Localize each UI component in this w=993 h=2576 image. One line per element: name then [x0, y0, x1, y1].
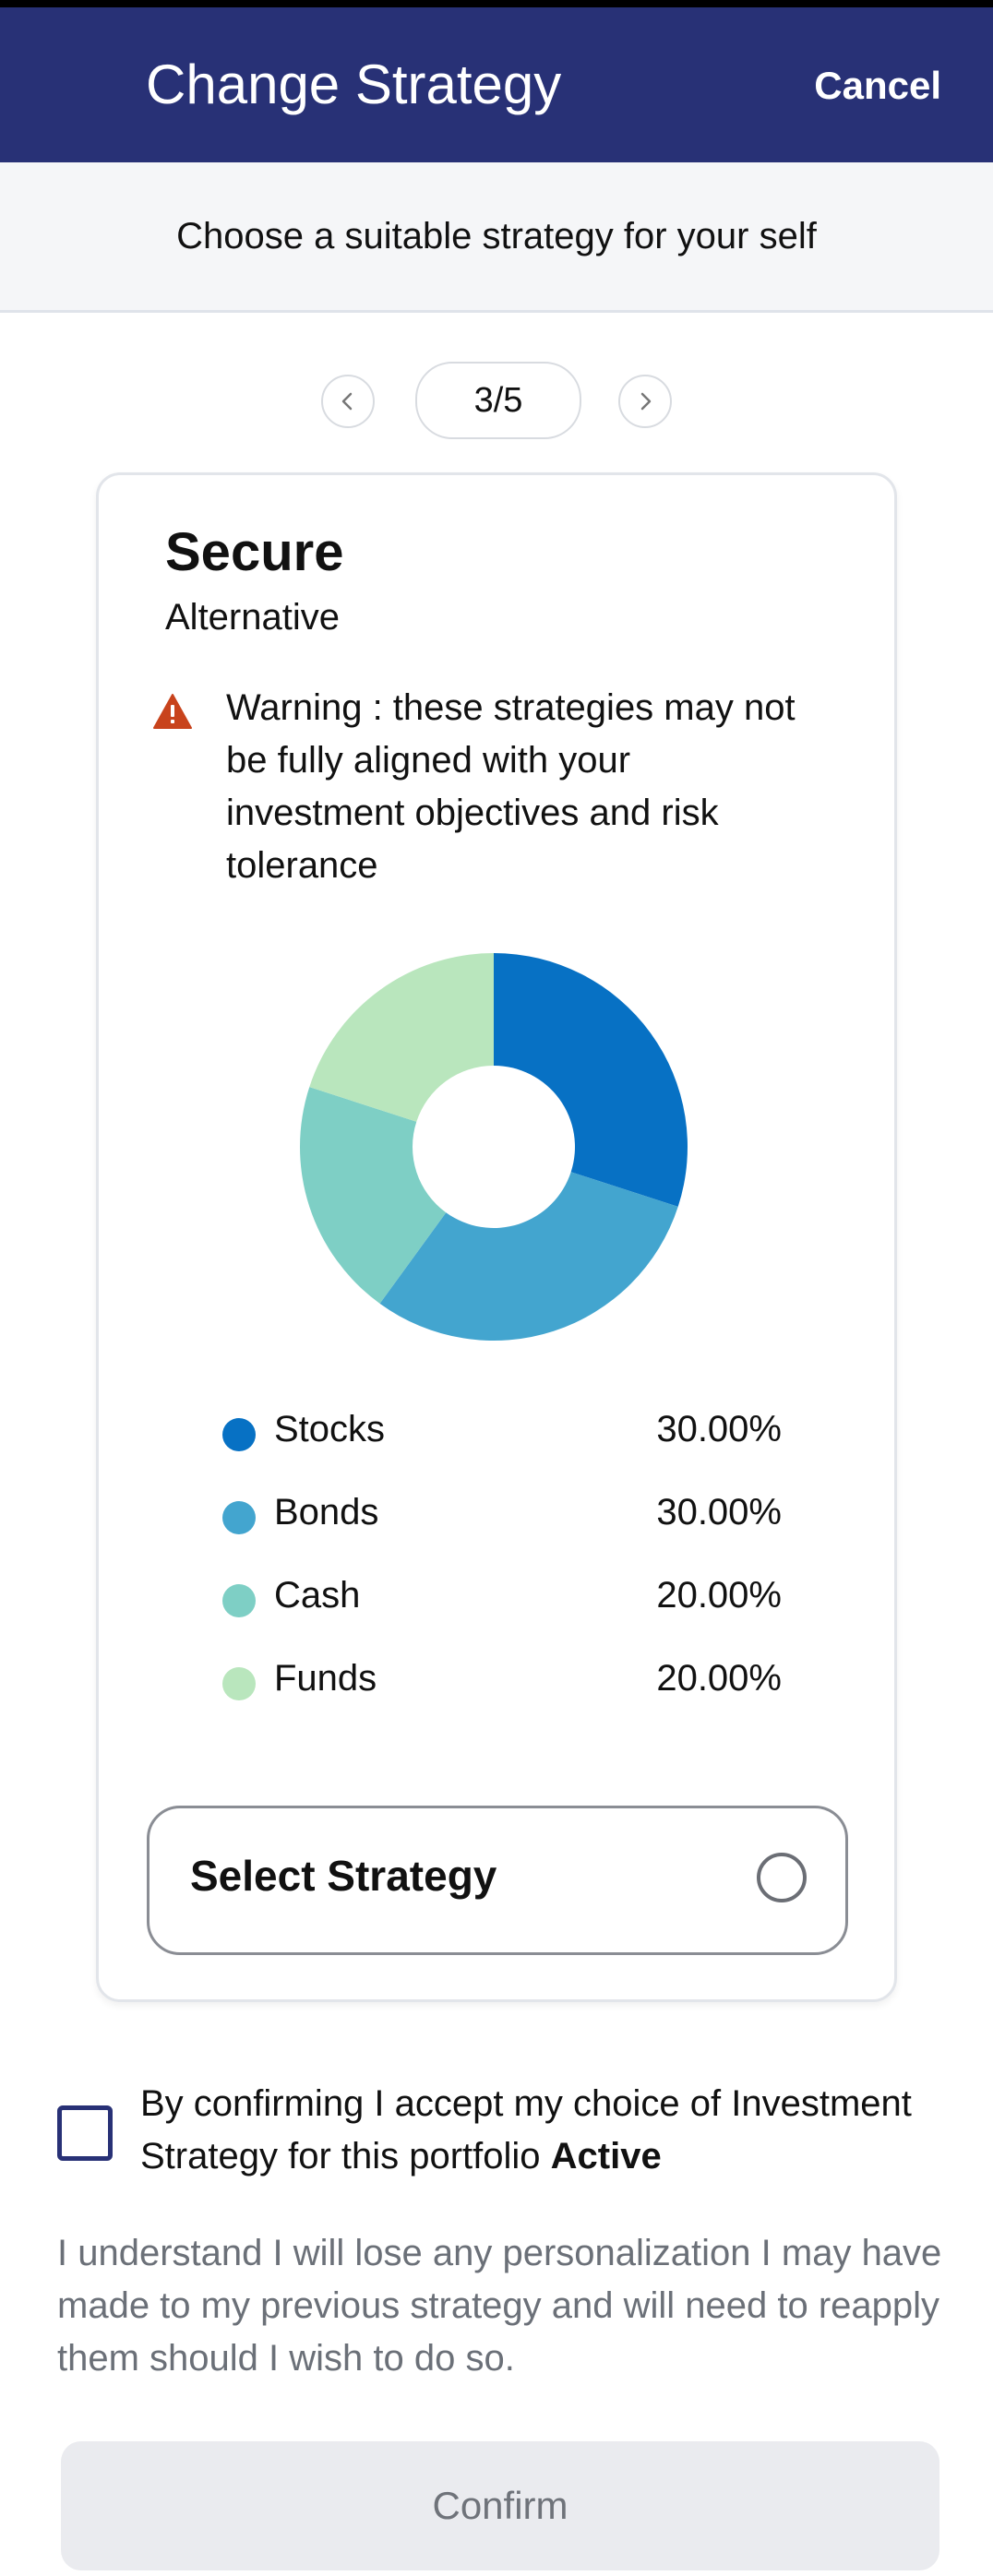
legend-value: 20.00%	[656, 1575, 782, 1616]
legend-label: Cash	[274, 1575, 361, 1616]
confirm-text: By confirming I accept my choice of Inve…	[140, 2083, 912, 2176]
legend-value: 30.00%	[656, 1492, 782, 1532]
cancel-button[interactable]: Cancel	[814, 64, 941, 107]
confirm-checkbox-label: By confirming I accept my choice of Inve…	[140, 2078, 943, 2183]
chart-legend: Stocks 30.00% Bonds 30.00% Cash 20.00% Funds 20…	[219, 1398, 782, 1730]
allocation-donut-chart	[300, 953, 688, 1341]
confirm-checkbox[interactable]	[57, 2105, 113, 2161]
subheader: Choose a suitable strategy for your self	[0, 162, 993, 313]
legend-value: 20.00%	[656, 1658, 782, 1699]
strategy-title: Secure	[165, 522, 344, 582]
chevron-right-icon	[640, 392, 652, 411]
legend-value: 30.00%	[656, 1409, 782, 1449]
page-title: Change Strategy	[146, 54, 562, 115]
pager-label: 3/5	[415, 362, 581, 439]
warning-triangle-icon	[153, 694, 192, 729]
disclaimer-text: I understand I will lose any personaliza…	[57, 2233, 942, 2379]
legend-item-stocks: Stocks 30.00%	[219, 1398, 782, 1481]
legend-label: Funds	[274, 1658, 377, 1699]
strategy-subtitle: Alternative	[165, 597, 340, 638]
select-strategy-label: Select Strategy	[190, 1852, 497, 1900]
warning-text: Warning : these strategies may not be fu…	[226, 687, 796, 886]
donut-slice-funds	[309, 953, 494, 1122]
legend-dot	[222, 1667, 256, 1700]
portfolio-name: Active	[550, 2136, 662, 2176]
donut-slice-cash	[300, 1087, 447, 1304]
legend-label: Stocks	[274, 1409, 386, 1449]
donut-slice-bonds	[379, 1172, 678, 1341]
strategy-pager: 3/5	[0, 362, 993, 439]
legend-label: Bonds	[274, 1492, 379, 1532]
donut-slice-stocks	[494, 953, 688, 1207]
legend-dot	[222, 1418, 256, 1451]
next-strategy-button[interactable]	[618, 375, 672, 428]
select-strategy-radio[interactable]	[757, 1853, 807, 1902]
legend-item-bonds: Bonds 30.00%	[219, 1481, 782, 1564]
chevron-left-icon	[341, 392, 353, 411]
status-bar	[0, 0, 993, 7]
subheader-text: Choose a suitable strategy for your self	[176, 215, 817, 256]
legend-item-funds: Funds 20.00%	[219, 1647, 782, 1730]
strategy-card: Secure Alternative Warning : these strat…	[96, 472, 897, 2002]
confirm-button[interactable]: Confirm	[61, 2441, 939, 2570]
legend-dot	[222, 1501, 256, 1534]
legend-dot	[222, 1584, 256, 1617]
previous-strategy-button[interactable]	[321, 375, 375, 428]
app-header: Change Strategy Cancel	[0, 7, 993, 162]
legend-item-cash: Cash 20.00%	[219, 1564, 782, 1647]
select-strategy-button[interactable]: Select Strategy	[147, 1806, 848, 1955]
